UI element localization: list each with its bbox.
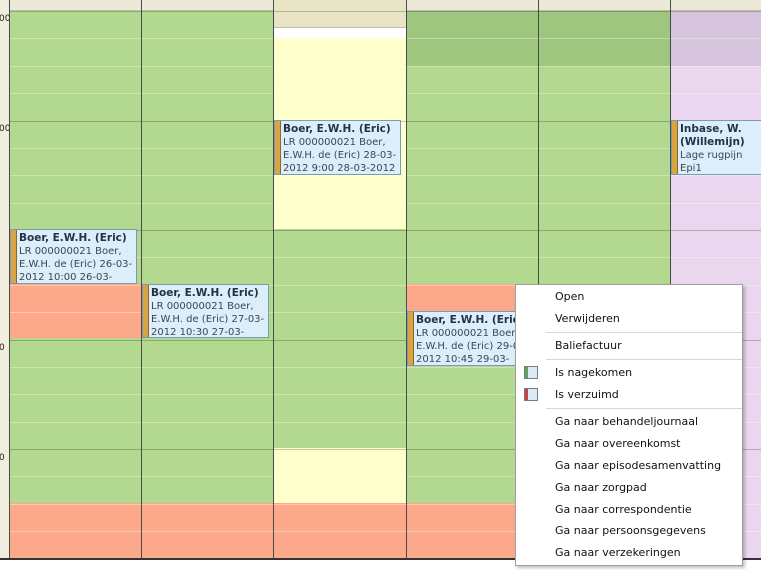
grid-line [10, 394, 761, 395]
missed-status-icon [524, 388, 538, 401]
column-separator [9, 0, 10, 560]
open-slot[interactable] [274, 448, 406, 503]
appointment-card[interactable]: Boer, E.W.H. (Eric) LR 000000021 Boer, E… [10, 229, 137, 284]
grid-line [10, 504, 761, 505]
blocked-slot[interactable] [274, 503, 406, 558]
hour-label: 00 [0, 124, 9, 134]
blocked-slot[interactable] [142, 503, 273, 558]
hour-label: 00 [0, 14, 9, 24]
available-slot[interactable] [142, 11, 273, 503]
appointment-status-bar [408, 312, 414, 365]
column-separator [406, 0, 407, 560]
menu-item-label: Ga naar overeenkomst [555, 437, 681, 450]
appointment-status-bar [672, 121, 678, 174]
menu-item-label: Ga naar correspondentie [555, 503, 692, 516]
grid-line [10, 476, 761, 477]
appointment-card[interactable]: Inbase, W. (Willemijn) Lage rugpijn Epi1… [671, 120, 761, 175]
menu-item-delete[interactable]: Verwijderen [516, 309, 742, 329]
blocked-slot[interactable] [10, 503, 141, 558]
blocked-slot[interactable] [10, 284, 141, 338]
column-separator [273, 0, 274, 560]
grid-line [10, 93, 761, 94]
appointment-detail: LR 000000021 Boer, E.W.H. de (Eric) 28-0… [283, 137, 397, 174]
menu-item-label: Ga naar episodesamenvatting [555, 459, 722, 472]
menu-item-is-arrived[interactable]: Is nagekomen [516, 363, 742, 383]
appointment-card[interactable]: Boer, E.W.H. (Eric) LR 000000021 Boer, E… [274, 120, 401, 175]
menu-item-open[interactable]: Open [516, 287, 742, 307]
menu-separator [546, 332, 742, 333]
arrived-status-icon [524, 366, 538, 379]
grid-line [10, 66, 761, 67]
grid-line [10, 449, 761, 450]
appointment-detail: LR 000000021 Boer, E.W.H. de (Eric) 29-0… [416, 328, 530, 365]
menu-item-insurances[interactable]: Ga naar verzekeringen [516, 543, 742, 563]
column-separator [670, 0, 671, 560]
grid-line [10, 257, 761, 258]
other-slot-dark[interactable] [671, 11, 761, 66]
grid-line [10, 230, 761, 231]
menu-item-episode-summary[interactable]: Ga naar episodesamenvatting [516, 456, 742, 476]
menu-item-personal-details[interactable]: Ga naar persoonsgegevens [516, 521, 742, 541]
appointment-context-menu: Open Verwijderen Baliefactuur Is nagekom… [515, 284, 743, 566]
menu-item-label: Open [555, 290, 585, 303]
day-header [142, 0, 273, 11]
menu-item-label: Baliefactuur [555, 339, 622, 352]
available-slot-dark[interactable] [407, 11, 538, 66]
menu-item-label: Verwijderen [555, 312, 620, 325]
hour-label: 0 [0, 453, 5, 463]
appointment-title: Boer, E.W.H. (Eric) [416, 314, 524, 326]
menu-item-label: Is verzuimd [555, 388, 619, 401]
appointment-card[interactable]: Boer, E.W.H. (Eric) LR 000000021 Boer, E… [142, 284, 269, 338]
appointment-status-bar [143, 285, 149, 337]
menu-item-label: Is nagekomen [555, 366, 633, 379]
grid-line [10, 38, 761, 39]
appointment-detail: LR 000000021 Boer, E.W.H. de (Eric) 27-0… [151, 301, 265, 338]
grid-line [10, 312, 761, 313]
available-slot-dark[interactable] [539, 11, 670, 66]
day-column-tuesday[interactable] [142, 0, 273, 560]
grid-line [10, 340, 761, 341]
appointment-detail: LR 000000021 Boer, E.W.H. de (Eric) 26-0… [19, 246, 133, 283]
menu-separator [546, 408, 742, 409]
day-header [407, 0, 538, 11]
menu-item-label: Ga naar persoonsgegevens [555, 524, 706, 537]
available-slot[interactable] [407, 66, 538, 284]
column-separator [141, 0, 142, 560]
hour-label: 0 [0, 343, 5, 353]
grid-line [10, 11, 761, 12]
column-separator [538, 0, 539, 560]
day-header [671, 0, 761, 11]
day-header [539, 0, 670, 11]
time-column: 00 00 0 0 [0, 0, 9, 560]
menu-item-agreement[interactable]: Ga naar overeenkomst [516, 434, 742, 454]
appointment-title: Boer, E.W.H. (Eric) [151, 287, 259, 299]
available-slot[interactable] [10, 338, 141, 503]
day-header [10, 0, 141, 11]
menu-item-care-pathway[interactable]: Ga naar zorgpad [516, 478, 742, 498]
grid-line [10, 203, 761, 204]
menu-separator [546, 359, 742, 360]
menu-item-treatment-journal[interactable]: Ga naar behandeljournaal [516, 412, 742, 432]
grid-line [10, 285, 761, 286]
menu-item-label: Ga naar zorgpad [555, 481, 647, 494]
grid-line [10, 175, 761, 176]
menu-item-label: Ga naar behandeljournaal [555, 415, 699, 428]
day-header [274, 0, 406, 28]
menu-item-counter-invoice[interactable]: Baliefactuur [516, 336, 742, 356]
grid-line [10, 422, 761, 423]
appointment-status-bar [11, 230, 17, 283]
grid-line [10, 367, 761, 368]
appointment-title: Boer, E.W.H. (Eric) [283, 123, 391, 135]
available-slot[interactable] [274, 229, 406, 448]
appointment-card[interactable]: Boer, E.W.H. (Eric) LR 000000021 Boer, E… [407, 311, 534, 366]
grid-line [10, 531, 761, 532]
menu-item-correspondence[interactable]: Ga naar correspondentie [516, 500, 742, 520]
menu-item-is-missed[interactable]: Is verzuimd [516, 385, 742, 405]
appointment-title: Inbase, W. (Willemijn) [680, 123, 745, 148]
appointment-status-bar [275, 121, 281, 174]
calendar-bottom-border [0, 558, 761, 560]
appointment-detail: Lage rugpijn Epi1 000000065 Dolde [680, 150, 743, 174]
appointment-title: Boer, E.W.H. (Eric) [19, 232, 127, 244]
menu-item-label: Ga naar verzekeringen [555, 546, 681, 559]
